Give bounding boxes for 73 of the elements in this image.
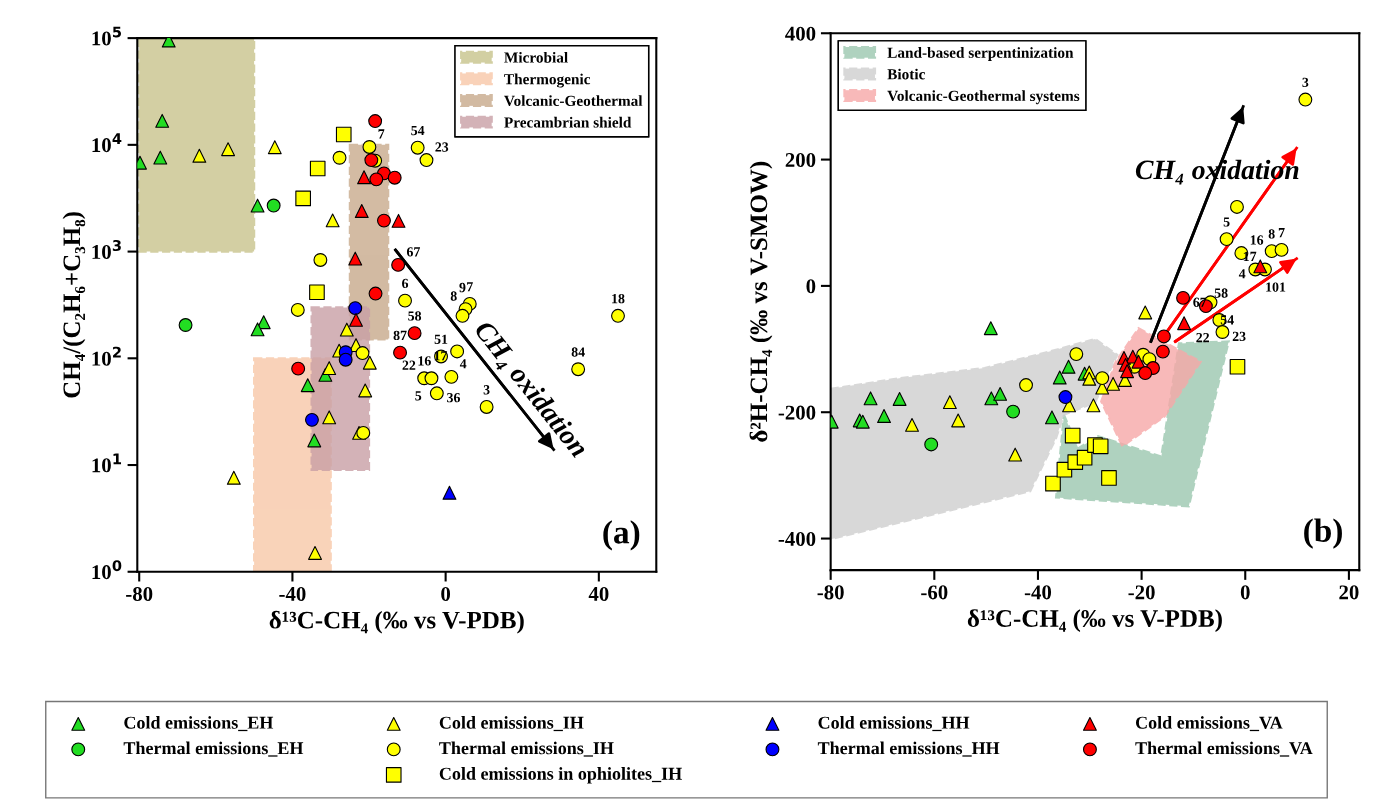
legend-label: Precambrian shield — [504, 116, 632, 128]
y-tick-label: 10$^{0}$ — [92, 560, 122, 580]
legend-label: Volcanic-Geothermal — [504, 95, 643, 107]
y-tick-label: 10$^{4}$ — [92, 133, 122, 153]
x-tick-label: 0 — [1240, 585, 1250, 600]
annotation: 23 — [1232, 331, 1246, 342]
annotation: 8 — [450, 291, 457, 301]
x-tick-label: -20 — [1128, 585, 1155, 600]
x-tick-label: 0 — [441, 586, 451, 601]
annotation: 5 — [1223, 217, 1230, 227]
y-tick-label: 400 — [785, 26, 816, 41]
legend-label: Thermal emissions_HH — [817, 741, 1000, 757]
annotation: 6 — [402, 278, 409, 289]
annotation: 3 — [483, 385, 490, 395]
x-tick-label: -80 — [817, 585, 844, 600]
legend-label: Cold emissions_VA — [1135, 716, 1283, 732]
annotation: (a) — [603, 520, 640, 551]
legend-label: Thermal emissions_EH — [123, 741, 304, 757]
legend-label: Cold emissions in ophiolites_IH — [439, 767, 682, 784]
x-axis-title: δ¹³C-CH₄ (‰ vs V-PDB) — [967, 609, 1222, 632]
legend-label: Thermal emissions_IH — [439, 741, 614, 757]
y-tick-label: -400 — [778, 531, 816, 546]
annotation: 67 — [406, 247, 421, 257]
legend-label: Microbial — [504, 51, 568, 63]
x-tick-label: 20 — [1339, 585, 1359, 600]
annotation: 3 — [1302, 77, 1309, 88]
y-axis-title: δ²H-CH₄ (‰ vs V-SMOW) — [749, 161, 773, 442]
x-axis-title: δ¹³C-CH₄ (‰ vs V-PDB) — [269, 610, 524, 634]
x-tick-label: -40 — [279, 586, 306, 601]
y-tick-label: 0 — [806, 279, 816, 294]
annotation: 9 — [459, 282, 466, 293]
annotation: 101 — [1266, 282, 1286, 292]
annotation: 22 — [1196, 332, 1210, 343]
annotation: (b) — [1304, 518, 1342, 549]
annotation: 7 — [378, 129, 385, 139]
annotation: 54 — [411, 125, 425, 136]
annotation: 16 — [1250, 235, 1264, 245]
annotation: 7 — [1278, 228, 1285, 238]
annotation: 7 — [467, 282, 473, 292]
annotation: 58 — [408, 311, 422, 321]
x-tick-label: -60 — [921, 585, 948, 600]
legend-label: Thermogenic — [504, 73, 591, 88]
y-tick-label: 10$^{2}$ — [92, 346, 121, 366]
y-axis-title: CH₄/(C₂H₆+C₃H₈) — [62, 212, 86, 398]
annotation: 36 — [447, 392, 461, 403]
legend-label: Cold emissions_IH — [439, 716, 584, 732]
y-tick-label: -200 — [778, 405, 816, 420]
x-tick-label: -40 — [1024, 585, 1052, 600]
legend-label: Cold emissions_HH — [818, 716, 970, 732]
legend-label: Thermal emissions_VA — [1135, 741, 1313, 757]
annotation: 4 — [459, 359, 467, 369]
legend-label: Cold emissions_EH — [124, 716, 274, 732]
annotation: 22 — [402, 360, 416, 370]
y-tick-label: 200 — [785, 152, 816, 168]
y-tick-label: 10$^{3}$ — [92, 239, 121, 259]
annotation: 17 — [434, 351, 448, 361]
legend-label: Volcanic-Geothermal systems — [887, 90, 1080, 105]
annotation: 87 — [393, 330, 407, 341]
y-tick-label: 10$^{1}$ — [92, 453, 122, 473]
y-tick-label: 10$^{5}$ — [92, 26, 121, 46]
x-tick-label: 40 — [588, 586, 609, 601]
x-tick-label: -80 — [126, 586, 153, 601]
legend-label: Biotic — [887, 68, 925, 80]
annotation: 23 — [435, 142, 449, 152]
annotation: 51 — [434, 334, 448, 344]
annotation: 58 — [1214, 288, 1228, 298]
annotation: 8 — [1268, 229, 1275, 239]
legend-label: Land-based serpentinization — [887, 47, 1074, 61]
annotation: 4 — [1238, 269, 1246, 279]
annotation: 18 — [612, 293, 625, 304]
annotation: 16 — [418, 356, 431, 366]
annotation: 5 — [415, 391, 422, 401]
annotation: 84 — [571, 347, 585, 357]
